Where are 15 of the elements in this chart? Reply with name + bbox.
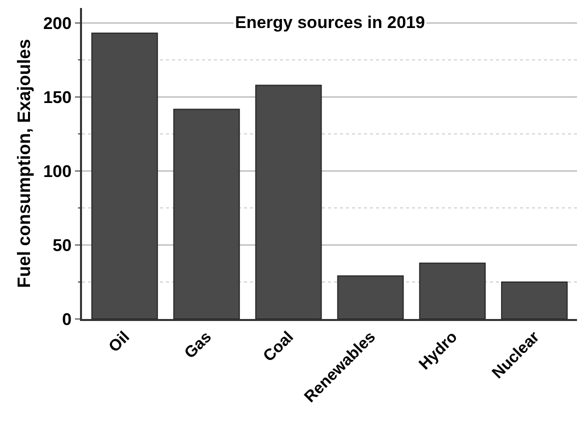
y-tick-label: 0 [62, 310, 72, 329]
bar [501, 281, 568, 319]
y-axis-title: Fuel consumption, Exajoules [14, 38, 34, 288]
bar [91, 32, 158, 319]
y-tick-label: 100 [43, 162, 72, 181]
chart-title: Energy sources in 2019 [235, 13, 425, 32]
y-tick-label: 150 [43, 88, 72, 107]
x-tick-label: Oil [106, 328, 134, 356]
y-tick-label: 200 [43, 14, 72, 33]
bar [255, 84, 322, 319]
y-tick-label: 50 [52, 236, 72, 255]
bar [419, 262, 486, 319]
bar [173, 108, 240, 319]
bar [337, 275, 404, 319]
x-tick-label: Gas [182, 328, 216, 362]
